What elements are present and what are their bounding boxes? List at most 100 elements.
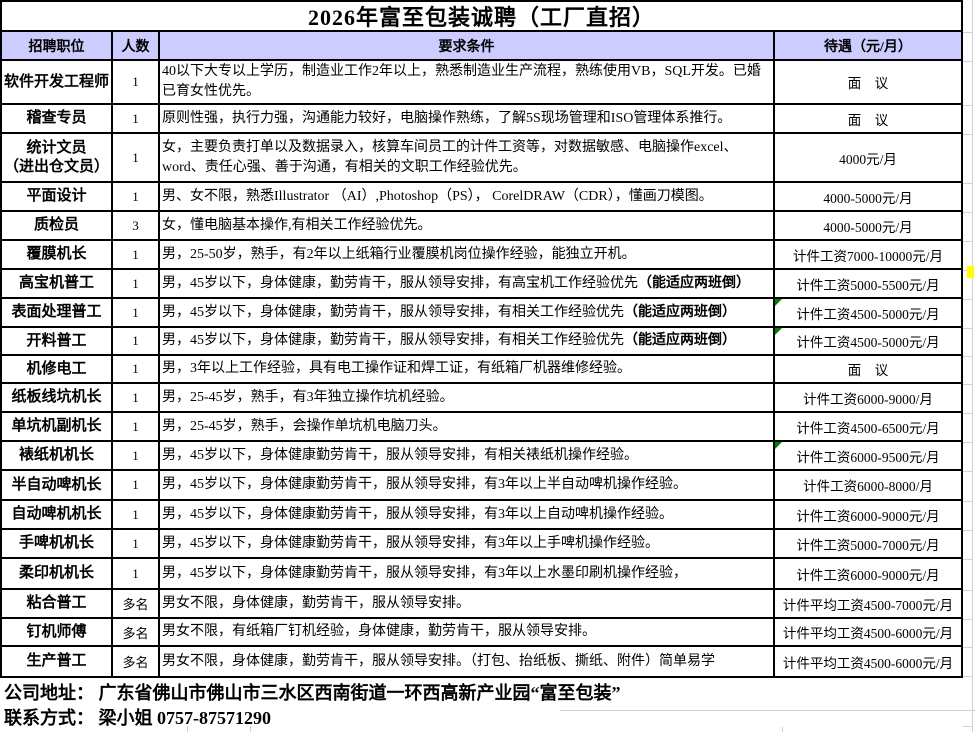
requirements-cell: 男女不限，身体健康，勤劳肯干，服从领导安排。（打包、抬纸板、撕纸、附件）简单易学 xyxy=(160,647,775,676)
position-cell: 稽查专员 xyxy=(2,105,113,132)
sheet-gridline-stub xyxy=(963,356,972,357)
count-cell: 1 xyxy=(113,442,160,469)
header-requirements: 要求条件 xyxy=(160,32,775,59)
salary-cell: 面 议 xyxy=(847,363,889,378)
sheet-gridline-stub xyxy=(963,501,972,502)
position-cell: 软件开发工程师 xyxy=(2,61,113,103)
sheet-gridline-stub xyxy=(963,183,972,184)
job-row: 表面处理普工 1 男，45岁以下，身体健康，勤劳肯干，服从领导安排，有相关工作经验优… xyxy=(2,299,961,328)
sheet-gridline-footer xyxy=(560,710,975,711)
salary-cell: 计件工资4500-5000元/月 xyxy=(775,328,961,354)
count-cell: 1 xyxy=(113,471,160,499)
salary-cell: 计件工资6000-9000元/月 xyxy=(796,508,940,524)
count-cell: 1 xyxy=(113,183,160,210)
count-cell: 1 xyxy=(113,501,160,528)
salary-cell: 4000-5000元/月 xyxy=(823,219,913,235)
header-position: 招聘职位 xyxy=(2,32,113,59)
count-cell: 3 xyxy=(113,212,160,239)
job-row: 软件开发工程师 1 40以下大专以上学历，制造业工作2年以上，熟悉制造业生产流程，熟… xyxy=(2,61,961,105)
requirements-cell: 男、女不限，熟悉Illustrator （AI）,Photoshop（PS）， … xyxy=(160,183,775,210)
job-row: 单坑机副机长 1 男，25-45岁，熟手，会操作单坑机电脑刀头。 计件工资4500-6… xyxy=(2,413,961,442)
job-row: 机修电工 1 男，3年以上工作经验，具有电工操作证和焊工证，有纸箱厂机器维修经验。 面… xyxy=(2,356,961,384)
requirements-cell: 男，3年以上工作经验，具有电工操作证和焊工证，有纸箱厂机器维修经验。 xyxy=(160,356,775,382)
recruitment-table: 2026年富至包装诚聘（工厂直招） 招聘职位 人数 要求条件 待遇（元/月） 软… xyxy=(0,0,963,678)
requirements-cell: 女，主要负责打单以及数据录入，核算车间员工的计件工资等，对数据敏感、电脑操作ex… xyxy=(160,134,775,181)
sheet-gridline-stub xyxy=(963,134,972,135)
position-cell: 平面设计 xyxy=(2,183,113,210)
job-row: 裱纸机机长 1 男，45岁以下，身体健康勤劳肯干，服从领导安排，有相关裱纸机操作经验… xyxy=(2,442,961,471)
salary-cell: 计件平均工资4500-7000元/月 xyxy=(782,597,954,613)
sheet-gridline-stub xyxy=(963,328,972,329)
job-row: 纸板线坑机长 1 男，25-45岁，熟手，有3年独立操作坑机经验。 计件工资6000-… xyxy=(2,384,961,413)
sheet-gridline-stub xyxy=(963,676,972,677)
position-cell: 表面处理普工 xyxy=(2,299,113,326)
count-cell: 1 xyxy=(113,270,160,297)
job-row: 稽查专员 1 原则性强，执行力强，沟通能力较好，电脑操作熟练，了解5S现场管理和IS… xyxy=(2,105,961,134)
requirements-cell: 男，45岁以下，身体健康勤劳肯干，服从领导安排，有3年以上半自动啤机操作经验。 xyxy=(160,471,775,499)
count-cell: 多名 xyxy=(113,619,160,645)
count-cell: 1 xyxy=(113,61,160,103)
salary-cell: 计件工资6000-9000元/月 xyxy=(796,567,940,583)
requirements-cell: 男，45岁以下，身体健康，勤劳肯干，服从领导安排，有相关工作经验优先 （能适应两班… xyxy=(160,328,775,354)
salary-cell: 4000元/月 xyxy=(839,151,897,167)
job-row: 覆膜机长 1 男，25-50岁，熟手，有2年以上纸箱行业覆膜机岗位操作经验，能独立开… xyxy=(2,241,961,270)
job-row: 高宝机普工 1 男，45岁以下，身体健康，勤劳肯干，服从领导安排，有高宝机工作经验优… xyxy=(2,270,961,299)
company-address: 公司地址： 广东省佛山市佛山市三水区西南街道一环西高新产业园“富至包装” xyxy=(4,682,621,703)
job-row: 自动啤机机长 1 男，45岁以下，身体健康勤劳肯干，服从领导安排，有3年以上自动啤机… xyxy=(2,501,961,530)
sheet-gridline-stub xyxy=(963,32,972,33)
contact-info: 联系方式： 梁小姐 0757-87571290 xyxy=(4,707,271,728)
salary-cell: 计件工资4500-5000元/月 xyxy=(775,299,961,326)
position-cell: 单坑机副机长 xyxy=(2,413,113,440)
count-cell: 1 xyxy=(113,356,160,382)
requirements-cell: 男女不限，身体健康，勤劳肯干，服从领导安排。 xyxy=(160,590,775,617)
position-cell: 机修电工 xyxy=(2,356,113,382)
position-cell: 统计文员 （进出仓文员） xyxy=(2,134,113,181)
requirements-cell: 男，45岁以下，身体健康勤劳肯干，服从领导安排，有3年以上手啤机操作经验。 xyxy=(160,530,775,557)
count-cell: 1 xyxy=(113,299,160,326)
sheet-gridline-stub xyxy=(250,726,251,732)
requirements-cell: 女，懂电脑基本操作,有相关工作经验优先。 xyxy=(160,212,775,239)
table-header-row: 招聘职位 人数 要求条件 待遇（元/月） xyxy=(2,32,961,61)
salary-cell: 计件工资6000-8000/月 xyxy=(803,479,933,494)
sheet-gridline-stub xyxy=(963,299,972,300)
sheet-gridline-stub xyxy=(963,413,972,414)
sheet-gridline-stub xyxy=(963,619,972,620)
requirements-cell: 男，45岁以下，身体健康勤劳肯干，服从领导安排，有3年以上水墨印刷机操作经验， xyxy=(160,559,775,588)
position-cell: 钉机师傅 xyxy=(2,619,113,645)
job-row: 统计文员 （进出仓文员） 1 女，主要负责打单以及数据录入，核算车间员工的计件工资等… xyxy=(2,134,961,183)
count-cell: 1 xyxy=(113,413,160,440)
sheet-gridline-stub xyxy=(963,212,972,213)
footer: 公司地址： 广东省佛山市佛山市三水区西南街道一环西高新产业园“富至包装” 联系方… xyxy=(0,679,975,729)
position-cell: 手啤机机长 xyxy=(2,530,113,557)
count-cell: 1 xyxy=(113,559,160,588)
sheet-gridline-stub xyxy=(963,559,972,560)
count-cell: 1 xyxy=(113,105,160,132)
sheet-gridline-stub xyxy=(963,61,972,62)
position-cell: 粘合普工 xyxy=(2,590,113,617)
header-count: 人数 xyxy=(113,32,160,59)
table-body: 软件开发工程师 1 40以下大专以上学历，制造业工作2年以上，熟悉制造业生产流程，熟… xyxy=(2,61,961,676)
sheet-gridline-stub xyxy=(963,241,972,242)
job-row: 生产普工 多名 男女不限，身体健康，勤劳肯干，服从领导安排。（打包、抬纸板、撕纸、附… xyxy=(2,647,961,676)
requirements-cell: 男，25-45岁，熟手，有3年独立操作坑机经验。 xyxy=(160,384,775,411)
requirements-cell: 男，45岁以下，身体健康，勤劳肯干，服从领导安排，有相关工作经验优先 （能适应两班… xyxy=(160,299,775,326)
position-cell: 覆膜机长 xyxy=(2,241,113,268)
job-row: 柔印机机长 1 男，45岁以下，身体健康勤劳肯干，服从领导安排，有3年以上水墨印刷机… xyxy=(2,559,961,590)
salary-cell: 计件平均工资4500-6000元/月 xyxy=(782,655,954,671)
sheet-gridline-stub xyxy=(963,442,972,443)
requirements-cell: 男女不限，有纸箱厂钉机经验，身体健康，勤劳肯干，服从领导安排。 xyxy=(160,619,775,645)
requirements-cell: 男，45岁以下，身体健康勤劳肯干，服从领导安排，有3年以上自动啤机操作经验。 xyxy=(160,501,775,528)
requirements-cell: 男，25-45岁，熟手，会操作单坑机电脑刀头。 xyxy=(160,413,775,440)
sheet-gridline-stub xyxy=(782,727,783,732)
position-cell: 质检员 xyxy=(2,212,113,239)
position-cell: 柔印机机长 xyxy=(2,559,113,588)
salary-cell: 计件工资4500-6500元/月 xyxy=(796,420,940,436)
page-title: 2026年富至包装诚聘（工厂直招） xyxy=(2,2,961,32)
position-cell: 裱纸机机长 xyxy=(2,442,113,469)
salary-cell: 计件工资6000-9000/月 xyxy=(803,391,933,407)
yellow-marker xyxy=(967,266,974,278)
sheet-gridline-stub xyxy=(963,647,972,648)
salary-cell: 面 议 xyxy=(847,112,889,128)
position-cell: 高宝机普工 xyxy=(2,270,113,297)
